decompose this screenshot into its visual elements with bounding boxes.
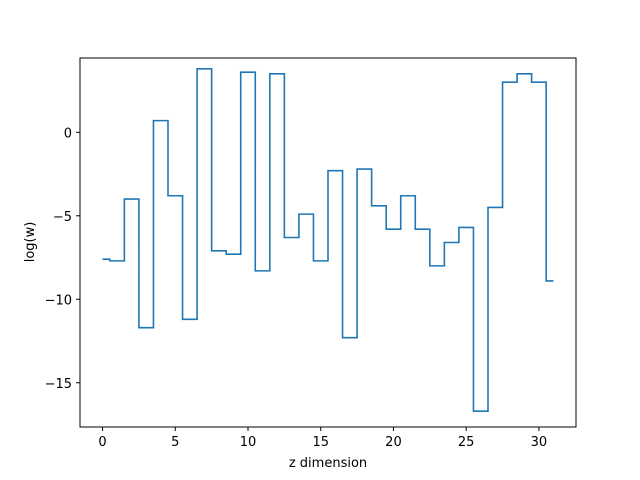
x-tick-label: 0 bbox=[98, 435, 106, 450]
y-tick-label: 0 bbox=[64, 126, 72, 141]
y-tick-label: −5 bbox=[53, 210, 72, 225]
x-tick-label: 10 bbox=[240, 435, 257, 450]
y-axis: −15 −10 −5 0 bbox=[45, 126, 80, 392]
x-axis: 0 5 10 15 20 25 30 bbox=[98, 427, 547, 450]
series-step-line bbox=[102, 68, 554, 412]
x-axis-label: z dimension bbox=[289, 456, 367, 471]
y-axis-label: log(w) bbox=[23, 222, 38, 263]
x-tick-label: 20 bbox=[385, 435, 402, 450]
axes-frame bbox=[79, 57, 577, 428]
y-tick-label: −15 bbox=[45, 377, 72, 392]
x-tick-label: 30 bbox=[531, 435, 548, 450]
x-tick-label: 15 bbox=[312, 435, 329, 450]
x-tick-label: 25 bbox=[458, 435, 475, 450]
y-tick-label: −10 bbox=[45, 293, 72, 308]
series-layer bbox=[102, 68, 554, 412]
x-tick-label: 5 bbox=[171, 435, 179, 450]
